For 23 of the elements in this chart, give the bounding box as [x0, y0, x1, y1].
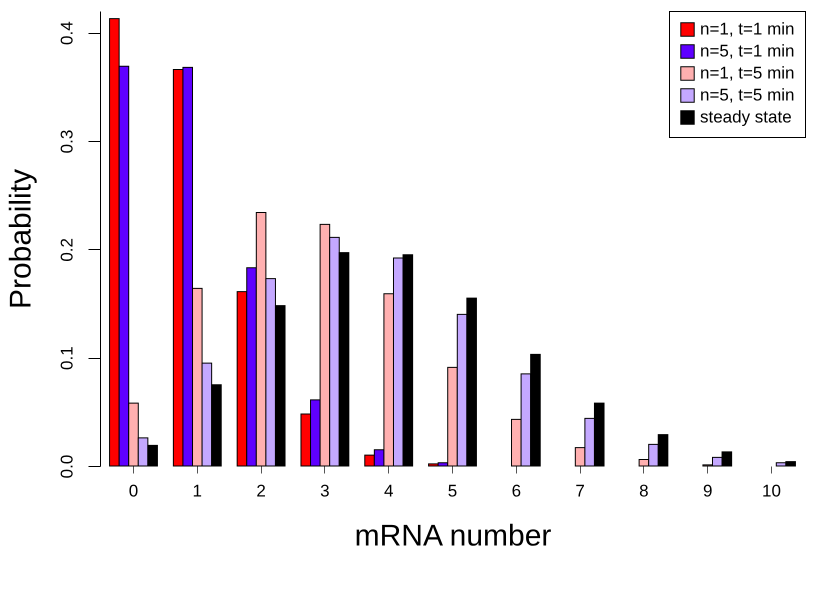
y-tick-label: 0.3	[58, 130, 76, 154]
legend-label: n=1, t=1 min	[700, 20, 795, 38]
x-tick-label: 8	[639, 482, 649, 500]
x-tick-label: 5	[448, 482, 458, 500]
x-tick-label: 2	[256, 482, 266, 500]
x-tick-label: 10	[762, 482, 781, 500]
legend-label: n=5, t=5 min	[700, 86, 795, 104]
legend-label: n=5, t=1 min	[700, 42, 795, 60]
y-tick-label: 0.1	[58, 346, 76, 370]
x-tick-label: 9	[702, 482, 712, 500]
y-axis-title: Probability	[4, 168, 38, 310]
x-tick-label: 0	[128, 482, 138, 500]
x-tick-label: 7	[575, 482, 585, 500]
x-axis-title: mRNA number	[354, 520, 552, 552]
y-tick-label: 0.2	[58, 238, 76, 262]
x-tick-label: 3	[320, 482, 330, 500]
y-tick-label: 0.0	[58, 454, 76, 478]
x-tick-label: 1	[192, 482, 202, 500]
y-tick-label: 0.4	[58, 21, 76, 45]
x-tick-label: 4	[384, 482, 394, 500]
legend-label: steady state	[700, 108, 792, 126]
x-tick-label: 6	[512, 482, 522, 500]
legend-label: n=1, t=5 min	[700, 64, 795, 82]
